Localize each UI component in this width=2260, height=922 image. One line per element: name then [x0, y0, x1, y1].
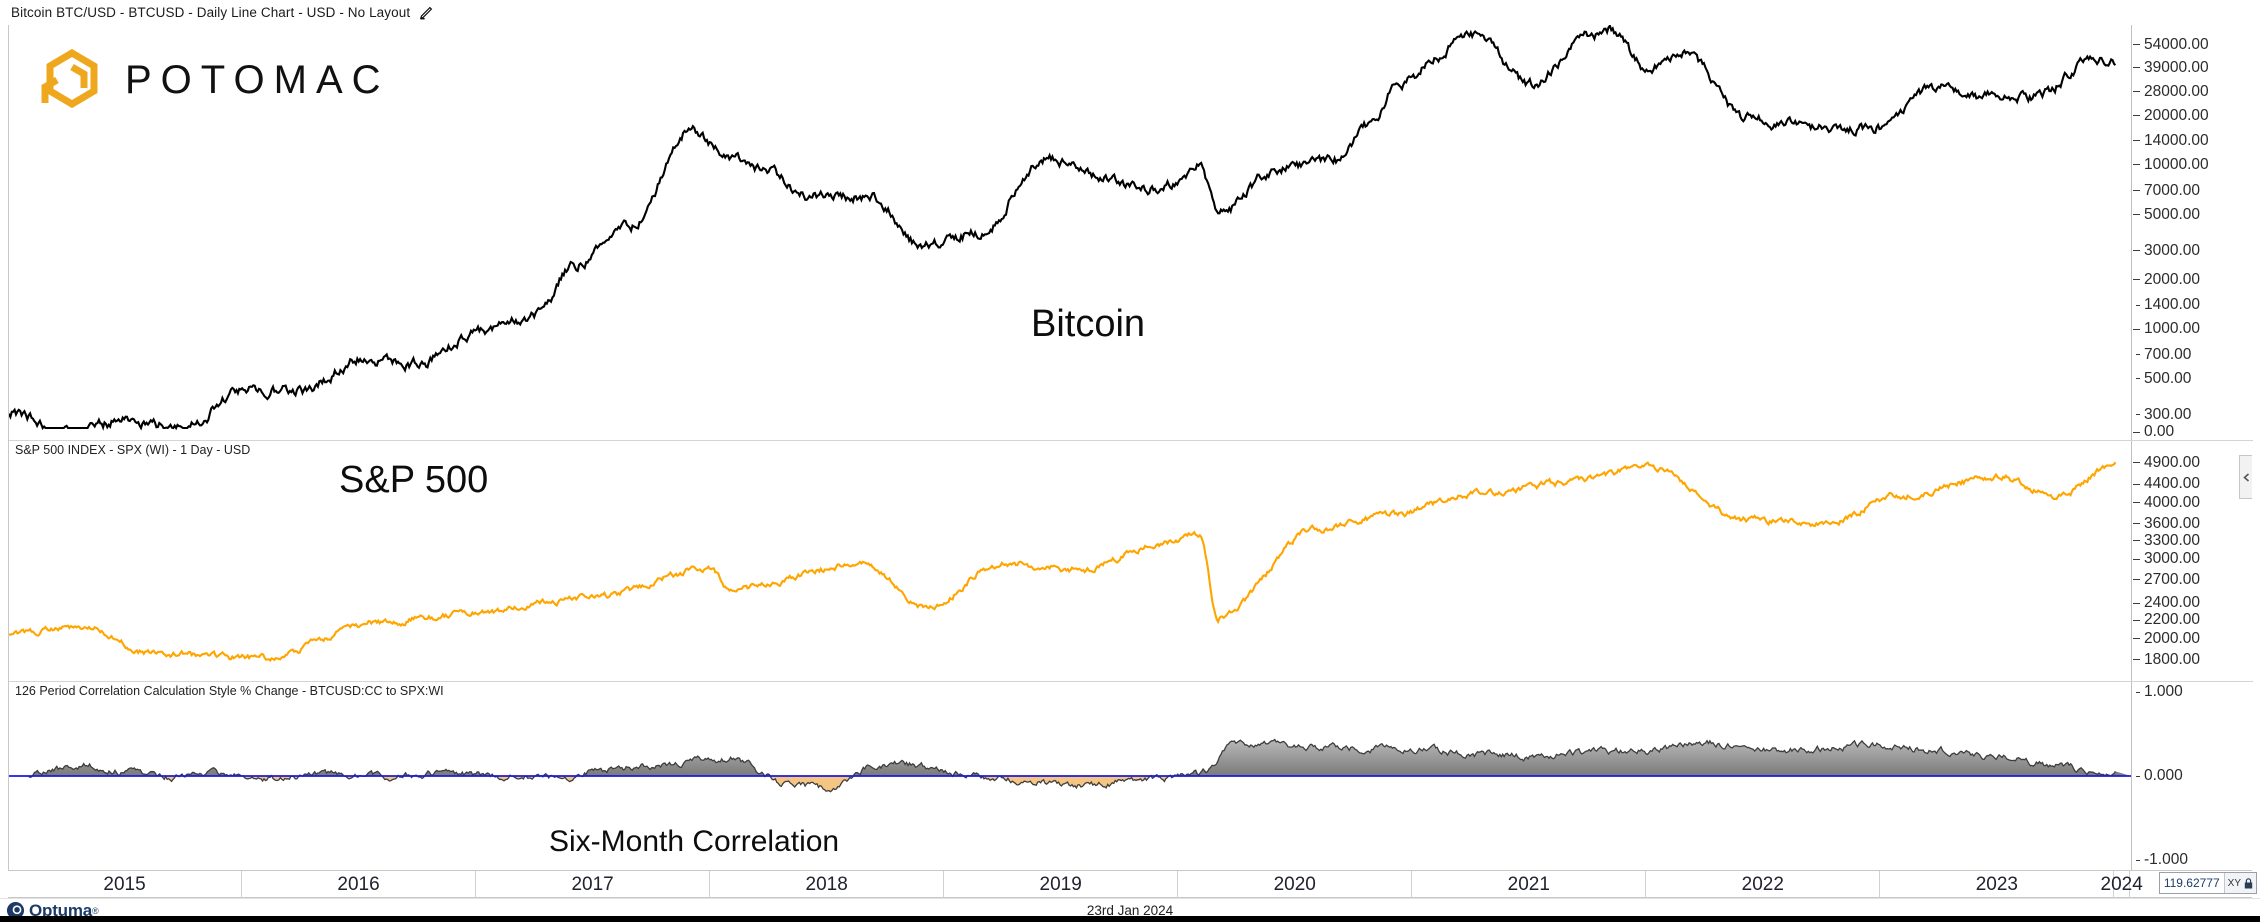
date-axis-label[interactable]: 2021	[1412, 871, 1647, 898]
chart-area[interactable]: 54000.00 39000.00 28000.00 20000.00 14000.00…	[8, 25, 2253, 870]
panel-spx[interactable]: S&P 500 INDEX - SPX (WI) - 1 Day - USD 4…	[9, 441, 2253, 681]
date-axis-label[interactable]: 2019	[944, 871, 1179, 898]
xy-readout[interactable]: 119.62777 XY	[2158, 872, 2257, 894]
potomac-watermark: POTOMAC	[39, 47, 390, 114]
lock-icon[interactable]	[2244, 877, 2256, 889]
date-axis-label[interactable]: 2017	[476, 871, 711, 898]
correlation-negative-area	[9, 776, 2131, 792]
spx-annotation: S&P 500	[339, 459, 489, 501]
date-axis-label[interactable]: 2016	[242, 871, 477, 898]
panel-collapse-handle[interactable]	[2239, 455, 2252, 499]
panel-divider-1	[9, 440, 2253, 441]
spx-panel-header: S&P 500 INDEX - SPX (WI) - 1 Day - USD	[15, 443, 251, 457]
potomac-logo-mark	[39, 47, 105, 114]
optuma-trademark: ®	[92, 905, 99, 916]
spx-price-line	[9, 461, 2117, 663]
correlation-axis[interactable]: 1.000 0.000 -1.000	[2131, 682, 2253, 870]
date-axis-label[interactable]: 2022	[1646, 871, 1881, 898]
panel-divider-2	[9, 681, 2253, 682]
date-axis-label[interactable]: 2023	[1880, 871, 2115, 898]
bitcoin-price-line	[9, 25, 2117, 431]
correlation-annotation: Six-Month Correlation	[549, 825, 840, 858]
pencil-icon[interactable]	[419, 5, 434, 20]
bitcoin-plot[interactable]	[9, 25, 2131, 440]
optuma-mark-icon	[6, 901, 25, 920]
potomac-wordmark: POTOMAC	[125, 58, 390, 102]
optuma-logo: Optuma ®	[0, 901, 99, 921]
correlation-panel-header: 126 Period Correlation Calculation Style…	[15, 684, 444, 698]
date-axis[interactable]: 2015 2016 2017 2018 2019 2020 2021 2022 2023 2024	[8, 870, 2252, 898]
xy-label: XY	[2227, 877, 2241, 889]
optuma-wordmark: Optuma	[29, 900, 93, 920]
footer-bar	[0, 916, 2260, 922]
bitcoin-annotation: Bitcoin	[1031, 303, 1146, 345]
panel-correlation[interactable]: 126 Period Correlation Calculation Style…	[9, 682, 2253, 870]
correlation-plot[interactable]	[9, 682, 2131, 870]
correlation-positive-area	[9, 739, 2131, 776]
panel-bitcoin[interactable]: 54000.00 39000.00 28000.00 20000.00 14000.00…	[9, 25, 2253, 440]
correlation-line	[28, 738, 2116, 793]
chevron-left-icon	[2242, 472, 2249, 482]
date-axis-label[interactable]: 2015	[8, 871, 243, 898]
window-title: Bitcoin BTC/USD - BTCUSD - Daily Line Ch…	[11, 5, 411, 20]
date-axis-label[interactable]: 2020	[1178, 871, 1413, 898]
bitcoin-price-axis[interactable]: 54000.00 39000.00 28000.00 20000.00 14000.00…	[2131, 25, 2253, 440]
date-axis-label[interactable]: 2024	[2101, 871, 2143, 898]
date-axis-label[interactable]: 2018	[710, 871, 945, 898]
status-date: 23rd Jan 2024	[1086, 903, 1174, 918]
spx-plot[interactable]	[9, 441, 2131, 681]
spx-price-axis[interactable]: 4900.00 4400.00 4000.00 3600.00 3300.00 3000.…	[2131, 441, 2253, 681]
xy-value: 119.62777	[2159, 873, 2225, 893]
window-titlebar: Bitcoin BTC/USD - BTCUSD - Daily Line Ch…	[0, 0, 2260, 25]
